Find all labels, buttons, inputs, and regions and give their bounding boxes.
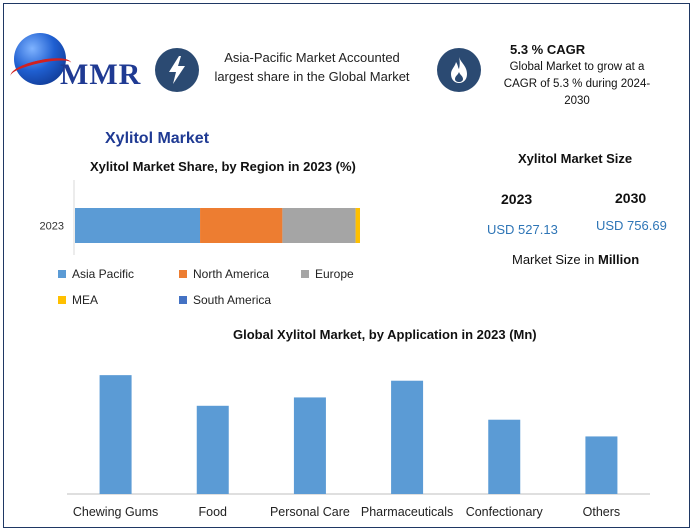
bar-segment-europe <box>282 208 356 243</box>
legend-swatch-north-america <box>179 270 187 278</box>
tick-label-chewing-gums: Chewing Gums <box>73 505 158 519</box>
region-legend: Asia Pacific North America Europe MEA So… <box>58 267 378 311</box>
legend-swatch-mea <box>58 296 66 304</box>
region-stacked-bar-chart: 2023 <box>40 180 360 255</box>
application-chart-title: Global Xylitol Market, by Application in… <box>233 327 537 342</box>
legend-label-north-america: North America <box>193 267 270 281</box>
legend-item-asia-pacific: Asia Pacific <box>58 267 134 281</box>
market-size-unit-prefix: Market Size in <box>512 252 598 267</box>
market-size-title: Xylitol Market Size <box>518 151 633 166</box>
market-title: Xylitol Market <box>105 130 210 147</box>
bar-segment-asia-pacific <box>75 208 201 243</box>
year-start: 2023 <box>501 191 533 207</box>
cagr-description: Global Market to grow at a CAGR of 5.3 %… <box>503 61 651 107</box>
market-size-unit: Market Size in Million <box>512 252 639 267</box>
legend-item-mea: MEA <box>58 293 98 307</box>
legend-label-mea: MEA <box>72 293 99 307</box>
infographic-frame <box>3 3 690 528</box>
legend-swatch-south-america <box>179 296 187 304</box>
lightning-icon <box>155 48 199 92</box>
value-start: USD 527.13 <box>487 222 558 237</box>
bar-chewing-gums <box>99 375 132 494</box>
legend-item-north-america: North America <box>179 267 269 281</box>
globe-logo-icon <box>14 33 66 85</box>
legend-swatch-europe <box>301 270 309 278</box>
legend-item-south-america: South America <box>179 293 271 307</box>
brand-logo: MMR <box>60 58 142 91</box>
legend-label-europe: Europe <box>315 267 354 281</box>
region-chart-title: Xylitol Market Share, by Region in 2023 … <box>90 159 356 174</box>
flame-icon <box>437 48 481 92</box>
bar-personal-care <box>293 397 326 494</box>
tick-label-confectionary: Confectionary <box>466 505 544 519</box>
region-highlight-text: Asia-Pacific Market Accounted largest sh… <box>214 50 410 84</box>
tick-label-others: Others <box>583 505 621 519</box>
bar-pharmaceuticals <box>391 380 424 494</box>
legend-swatch-asia-pacific <box>58 270 66 278</box>
legend-label-south-america: South America <box>193 293 272 307</box>
bar-confectionary <box>488 419 521 494</box>
region-category-label: 2023 <box>40 221 64 233</box>
bar-segment-mea <box>355 208 360 243</box>
market-size-unit-bold: Million <box>597 252 640 267</box>
tick-label-pharmaceuticals: Pharmaceuticals <box>361 505 453 519</box>
bar-others <box>585 436 618 494</box>
year-end: 2030 <box>615 190 647 206</box>
cagr-title: 5.3 % CAGR <box>510 42 586 57</box>
tick-label-personal-care: Personal Care <box>270 505 350 519</box>
bar-food <box>196 405 229 494</box>
bar-segment-north-america <box>200 208 283 243</box>
legend-label-asia-pacific: Asia Pacific <box>72 267 135 281</box>
application-bar-chart: Chewing Gums Food Personal Care Pharmaceuti… <box>67 375 650 519</box>
legend-item-europe: Europe <box>301 267 354 281</box>
value-end: USD 756.69 <box>596 218 667 233</box>
tick-label-food: Food <box>199 505 228 519</box>
